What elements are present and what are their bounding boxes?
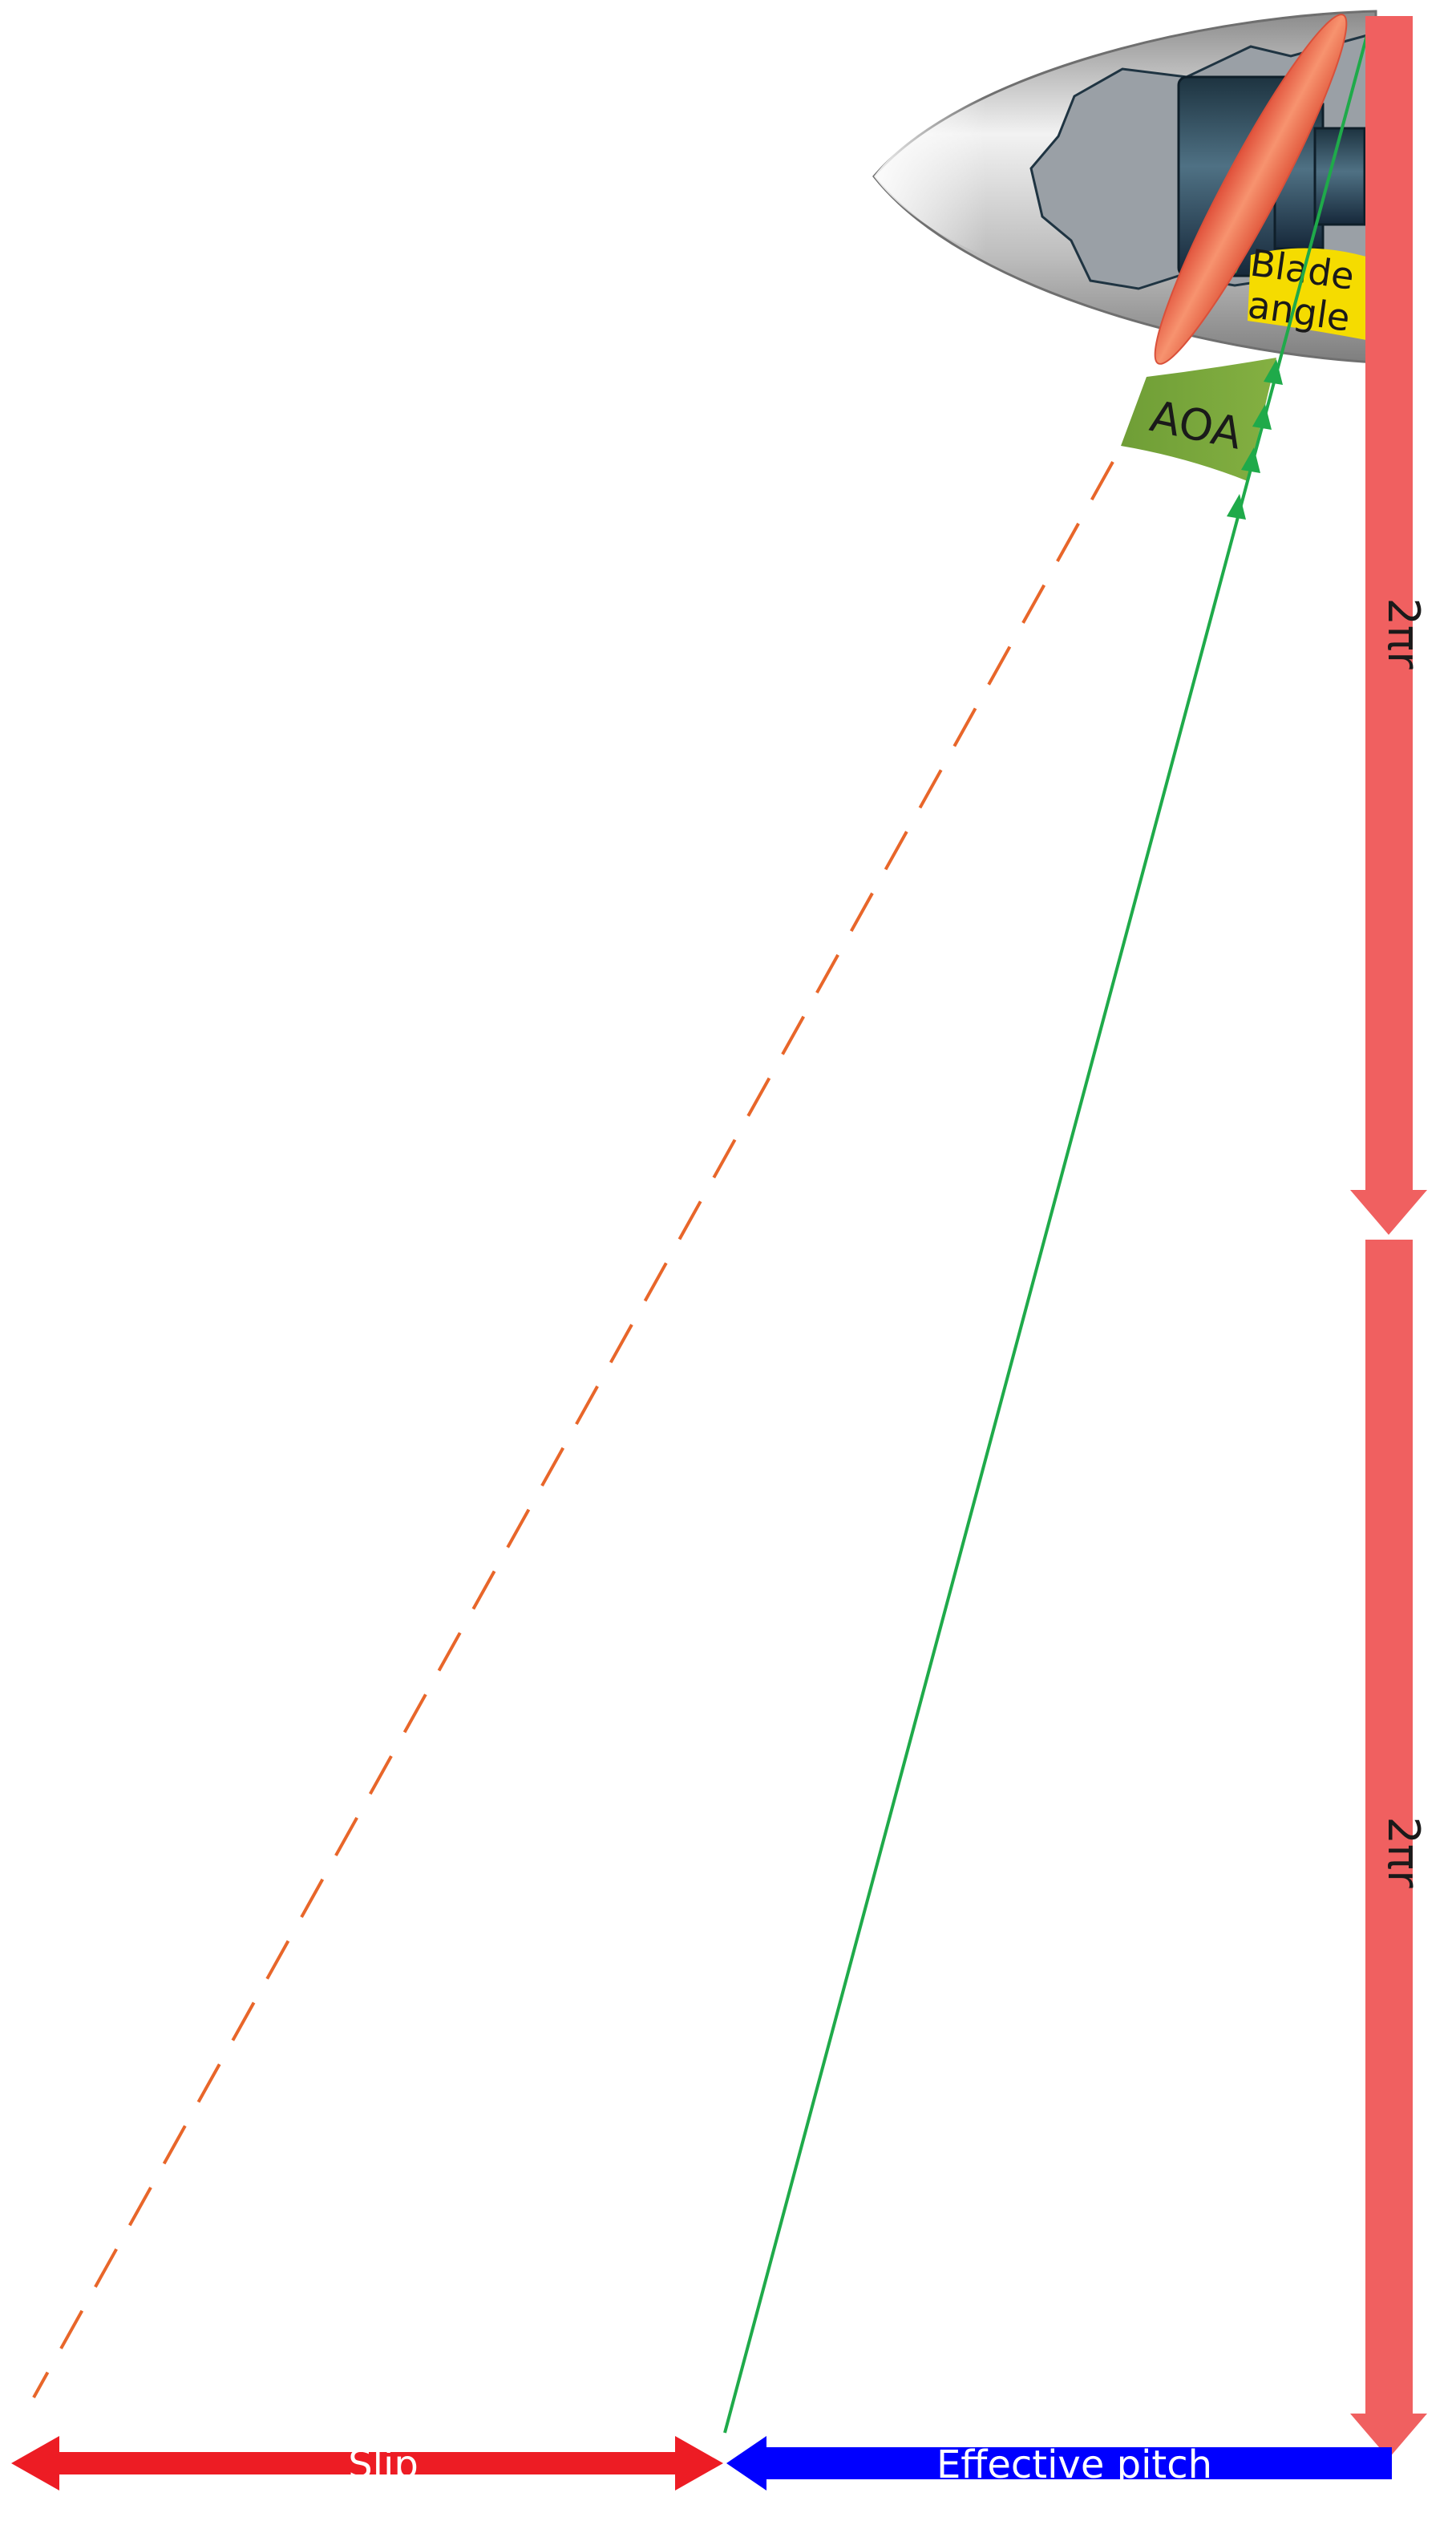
path-arrowhead-1 xyxy=(1264,359,1283,385)
slip-arrow xyxy=(11,2436,723,2491)
effective-path-line xyxy=(723,31,1369,2434)
effective-pitch-label: Effective pitch xyxy=(936,2442,1212,2487)
slip-label: Slip xyxy=(348,2442,419,2487)
circumference-arrow-lower xyxy=(1350,1240,1427,2458)
propeller-blade xyxy=(1154,14,1348,365)
circumference-label-upper: 2πr xyxy=(1378,597,1429,670)
spinner-tip-highlight xyxy=(874,96,986,257)
path-arrowhead-3 xyxy=(1241,447,1260,473)
geometric-pitch-line xyxy=(32,461,1114,2398)
path-arrowhead-4 xyxy=(1227,494,1246,520)
effective-pitch-arrow xyxy=(726,2436,1392,2491)
aoa-region xyxy=(1121,358,1276,481)
blade-angle-region xyxy=(1248,248,1366,340)
circumference-label-lower: 2πr xyxy=(1378,1816,1429,1888)
path-arrowhead-2 xyxy=(1252,404,1272,430)
circumference-arrow-upper xyxy=(1350,16,1427,1235)
crankshaft xyxy=(1313,127,1366,226)
